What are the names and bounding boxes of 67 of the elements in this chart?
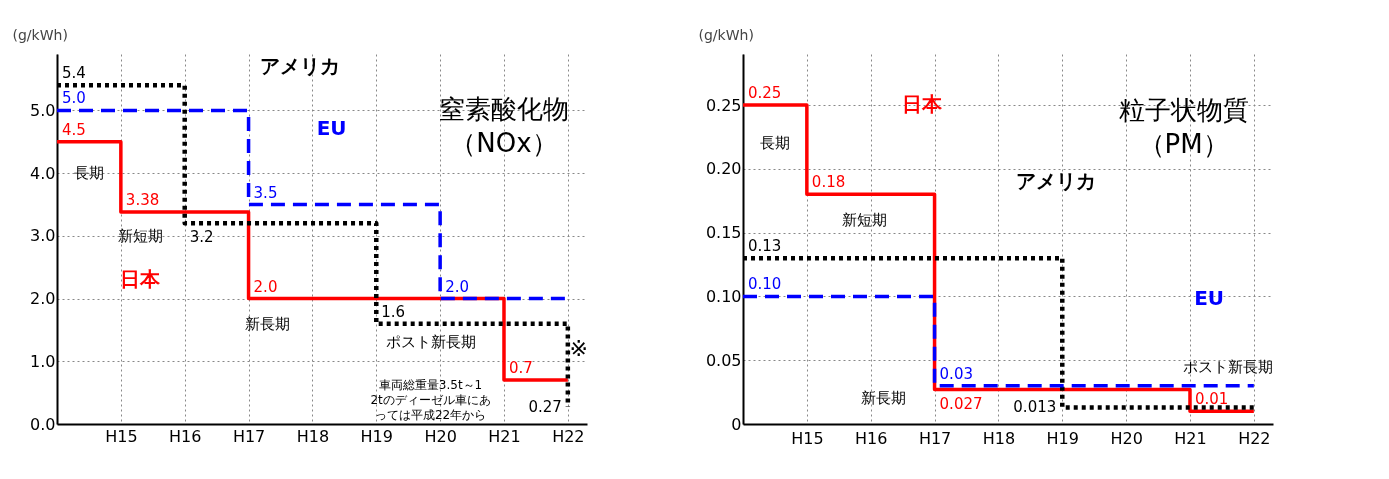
- y-tick-label: 3.0: [30, 226, 56, 246]
- x-tick-label: H20: [1110, 428, 1143, 448]
- x-tick-label: H15: [105, 426, 138, 446]
- x-tick-label: H17: [918, 428, 952, 448]
- text: 日本: [120, 266, 162, 291]
- text: アメリカ: [1015, 168, 1096, 193]
- data-label: 0.13: [748, 237, 782, 256]
- y-tick-label: 2.0: [30, 289, 56, 309]
- annotation: 長期: [73, 164, 104, 183]
- data-label: 4.5: [62, 120, 86, 139]
- annotation: 新短期: [841, 210, 887, 229]
- x-tick-label: H16: [169, 426, 202, 446]
- annotation: 新長期: [245, 314, 291, 333]
- annotation: ポスト新長期: [1183, 357, 1274, 376]
- data-label: 0.18: [811, 173, 846, 192]
- text: EU: [1194, 285, 1225, 310]
- data-label: 2.0: [445, 277, 469, 296]
- annotation: 長期: [759, 134, 790, 153]
- x-tick-label: H19: [360, 426, 393, 446]
- x-tick-label: H16: [855, 428, 888, 448]
- data-label: 0.01: [1194, 390, 1229, 409]
- text: 窒素酸化物（NOx）: [438, 94, 569, 159]
- x-tick-label: H22: [552, 426, 585, 446]
- data-label: 3.5: [253, 183, 278, 202]
- x-tick-label: H21: [1174, 428, 1207, 448]
- x-tick-label: H17: [232, 426, 266, 446]
- y-tick-label: 0.05: [705, 350, 742, 370]
- data-label: 0.25: [748, 84, 782, 103]
- x-tick-label: H20: [424, 426, 457, 446]
- data-label: 5.4: [62, 64, 86, 83]
- data-label: 1.6: [381, 302, 406, 321]
- x-tick-label: H19: [1046, 428, 1079, 448]
- x-tick-label: H18: [296, 426, 330, 446]
- x-tick-label: H18: [982, 428, 1016, 448]
- y-tick-label: 0.0: [30, 414, 56, 434]
- annotation: ※: [569, 335, 588, 361]
- text: 日本: [901, 92, 943, 117]
- y-tick-label: 0.10: [705, 286, 742, 306]
- annotation: 新長期: [860, 389, 906, 408]
- text: EU: [316, 116, 347, 141]
- y-axis-title: (g/kWh): [12, 26, 68, 43]
- x-tick-label: H22: [1238, 428, 1271, 448]
- data-label: 3.38: [125, 191, 160, 210]
- text: 粒子状物質（PM）: [1118, 95, 1249, 160]
- data-label: 0.10: [748, 275, 782, 294]
- data-label: 0.03: [939, 364, 973, 383]
- annotation: 車両総重量3.5t～12tのディーゼル車にあっては平成22年から: [370, 378, 491, 423]
- data-label: 0.013: [1013, 398, 1057, 417]
- data-label: 0.027: [939, 394, 983, 413]
- text: アメリカ: [259, 53, 340, 78]
- y-tick-label: 1.0: [30, 351, 56, 371]
- y-axis-title: (g/kWh): [698, 26, 754, 43]
- y-tick-label: 0.25: [705, 95, 742, 115]
- annotation: 新短期: [117, 226, 163, 245]
- data-label: 3.2: [189, 228, 214, 247]
- data-label: 5.0: [62, 89, 86, 108]
- data-label: 0.7: [508, 359, 533, 378]
- y-tick-label: 0.15: [705, 223, 742, 243]
- y-tick-label: 0.20: [705, 159, 742, 179]
- y-tick-label: 5.0: [30, 100, 56, 120]
- y-tick-label: 0: [731, 414, 742, 434]
- y-tick-label: 4.0: [30, 163, 56, 183]
- x-tick-label: H15: [791, 428, 824, 448]
- data-label: 2.0: [253, 277, 278, 296]
- x-tick-label: H21: [488, 426, 521, 446]
- data-label: 0.27: [528, 398, 562, 417]
- annotation: ポスト新長期: [385, 333, 476, 352]
